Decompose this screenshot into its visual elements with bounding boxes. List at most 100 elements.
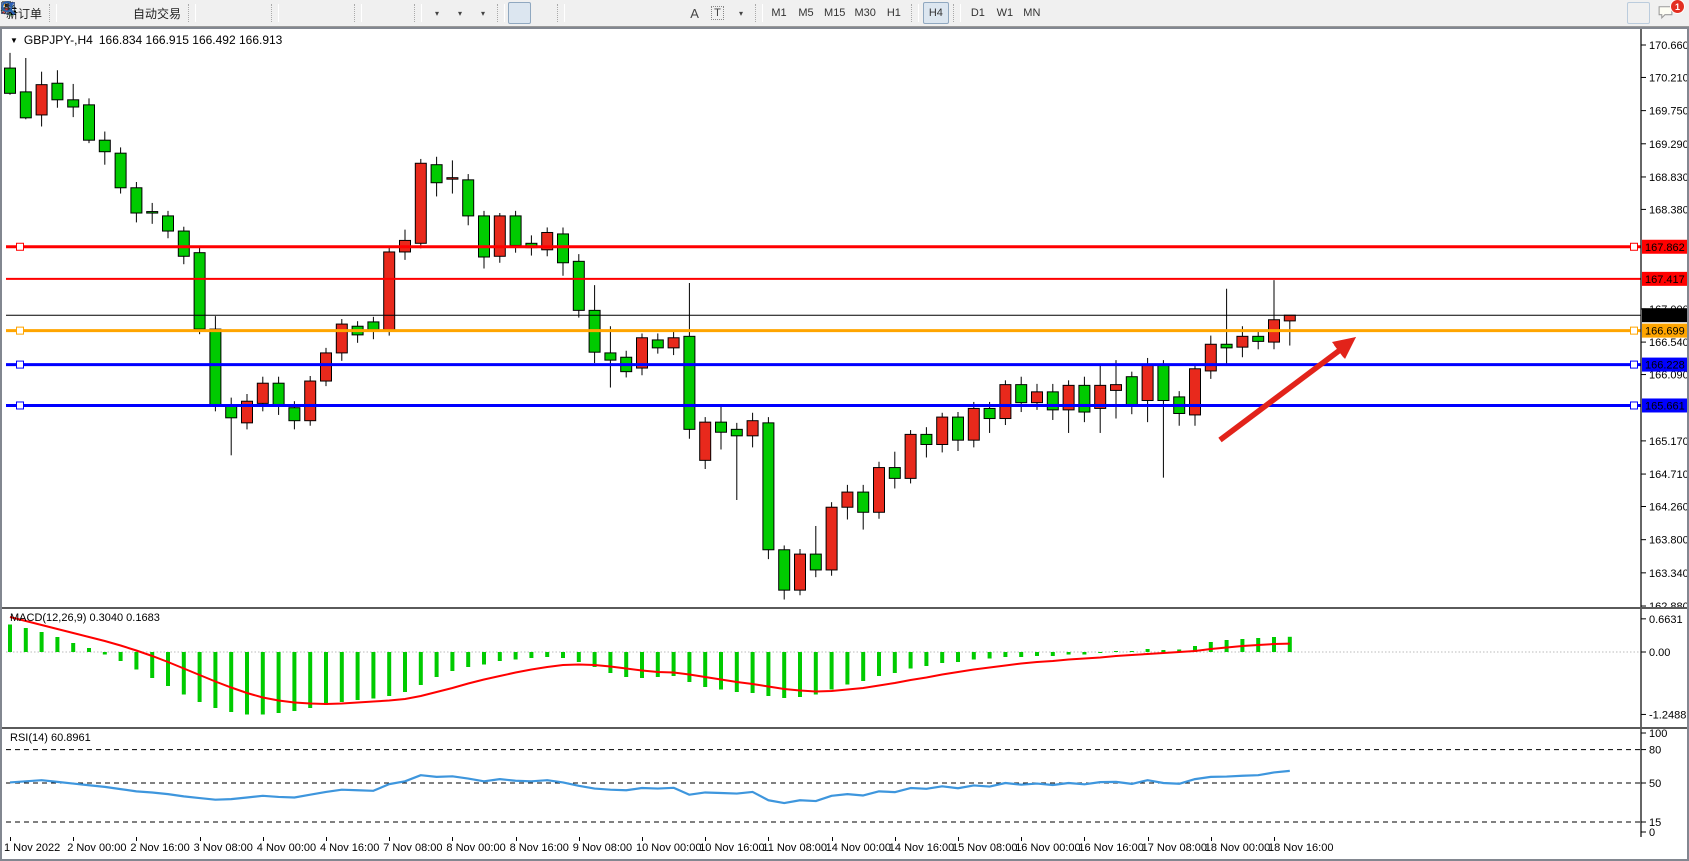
line-handle[interactable] bbox=[16, 401, 24, 410]
time-tick bbox=[1210, 837, 1212, 841]
price-chart-canvas[interactable]: 170.660 170.210 169.750 169.290 168.830 168.3… bbox=[2, 29, 1687, 607]
annotation-arrow[interactable] bbox=[1218, 337, 1356, 443]
indicators-button[interactable]: ▾ bbox=[1, 1, 448, 24]
tf-M30[interactable]: M30 bbox=[854, 7, 876, 19]
svg-text:166.699: 166.699 bbox=[1645, 326, 1685, 338]
candle bbox=[730, 422, 743, 501]
price-tick-label: 169.290 bbox=[1649, 139, 1687, 151]
candle bbox=[1125, 371, 1138, 415]
crosshair-tool-button[interactable] bbox=[1, 1, 554, 24]
macd-canvas[interactable]: 0.6631 0.00 -1.2488 bbox=[2, 609, 1687, 727]
line-handle[interactable] bbox=[1630, 326, 1638, 335]
zoom-out-button[interactable] bbox=[2, 1, 328, 24]
time-label: 14 Nov 00:00 bbox=[825, 842, 892, 854]
toolbar-separator bbox=[557, 4, 566, 22]
toolbar-separator bbox=[271, 4, 280, 22]
hline-support-1[interactable] bbox=[6, 360, 1641, 369]
panel-divider[interactable] bbox=[2, 727, 1687, 729]
time-label: 18 Nov 16:00 bbox=[1268, 842, 1334, 854]
channel-tool-button[interactable]: E bbox=[0, 1, 660, 24]
candle bbox=[746, 412, 759, 448]
collapse-triangle-icon[interactable]: ▼ bbox=[10, 35, 18, 45]
hline-support-2[interactable] bbox=[6, 401, 1641, 410]
macd-scale-label: 0.6631 bbox=[1649, 614, 1683, 626]
rsi-canvas[interactable]: 100 80 50 150 bbox=[2, 729, 1687, 837]
label-tool-icon: T bbox=[711, 6, 724, 20]
svg-text:166.228: 166.228 bbox=[1645, 360, 1685, 372]
candle bbox=[35, 71, 48, 127]
candle bbox=[130, 182, 143, 223]
hline-resistance-1[interactable] bbox=[6, 242, 1641, 251]
toolbar: 新订单 自动交易 ▾ ▾ ▾ E F A T ▾ M1M5M15M30H1H4D… bbox=[0, 0, 1689, 27]
candle bbox=[904, 430, 917, 484]
candle bbox=[967, 401, 980, 448]
rsi-panel[interactable]: 100 80 50 15 0 RSI(14) 60.8961 bbox=[2, 729, 1687, 837]
hline-pivot-orange[interactable] bbox=[6, 326, 1641, 335]
time-tick bbox=[73, 837, 75, 841]
candle bbox=[651, 333, 664, 354]
toolbar-separator bbox=[49, 4, 58, 22]
price-tick-label: 163.340 bbox=[1649, 568, 1687, 580]
label-tool-button[interactable]: T bbox=[706, 2, 729, 24]
candle bbox=[715, 405, 727, 450]
line-handle[interactable] bbox=[1630, 360, 1638, 369]
line-handle[interactable] bbox=[1630, 401, 1638, 410]
time-axis[interactable]: 1 Nov 2022 2 Nov 00:00 2 Nov 16:00 3 Nov 08… bbox=[2, 837, 1687, 859]
templates-button[interactable]: ▾ bbox=[1, 2, 494, 24]
auto-scroll-button[interactable] bbox=[2, 2, 388, 24]
time-label: 7 Nov 08:00 bbox=[383, 842, 443, 854]
candle bbox=[541, 227, 554, 257]
candle bbox=[320, 347, 332, 387]
tile-windows-button[interactable] bbox=[1, 2, 351, 24]
candle bbox=[920, 427, 933, 458]
line-handle[interactable] bbox=[1630, 242, 1638, 251]
price-panel[interactable]: 170.660 170.210 169.750 169.290 168.830 168.3… bbox=[2, 29, 1687, 607]
search-button[interactable] bbox=[1, 1, 1650, 24]
text-tool-button[interactable]: A bbox=[683, 2, 706, 24]
tf-H1[interactable]: H1 bbox=[886, 7, 901, 19]
macd-panel[interactable]: 0.6631 0.00 -1.2488 MACD(12,26,9) 0.3040 0… bbox=[2, 609, 1687, 727]
chat-button[interactable]: 1 bbox=[1656, 0, 1685, 24]
cursor-tool-button[interactable] bbox=[5, 1, 532, 24]
candlestick-chart-button[interactable] bbox=[2, 2, 245, 24]
arrows-tool-button[interactable]: ▾ bbox=[2, 2, 752, 24]
candle bbox=[19, 57, 32, 120]
signals-button[interactable] bbox=[5, 2, 129, 24]
fibonacci-tool-button[interactable]: F bbox=[2, 2, 683, 24]
periods-button[interactable]: ▾ bbox=[1, 1, 471, 24]
mql-editor-button[interactable] bbox=[1, 2, 83, 24]
vline-tool-button[interactable] bbox=[7, 2, 591, 24]
time-label: 2 Nov 16:00 bbox=[130, 842, 190, 854]
zoom-in-button[interactable] bbox=[2, 1, 305, 24]
autotrading-button[interactable]: 自动交易 bbox=[1, 1, 185, 24]
trendline-tool-button[interactable] bbox=[1, 1, 637, 24]
line-handle[interactable] bbox=[16, 360, 24, 369]
candle bbox=[636, 333, 648, 376]
tf-M5[interactable]: M5 bbox=[798, 7, 814, 19]
tf-M15[interactable]: M15 bbox=[824, 7, 846, 19]
candle bbox=[999, 380, 1012, 426]
tf-MN[interactable]: MN bbox=[1023, 7, 1041, 19]
tf-M1[interactable]: M1 bbox=[771, 7, 787, 19]
time-label: 2 Nov 00:00 bbox=[67, 842, 127, 854]
line-handle[interactable] bbox=[16, 242, 24, 251]
tf-H4[interactable]: H4 bbox=[922, 2, 949, 24]
price-tick-label: 162.880 bbox=[1649, 601, 1687, 607]
market-button[interactable] bbox=[1, 2, 106, 24]
line-chart-button[interactable] bbox=[1, 2, 268, 24]
line-handle[interactable] bbox=[16, 326, 24, 335]
tf-W1[interactable]: W1 bbox=[996, 7, 1014, 19]
bar-chart-button[interactable] bbox=[2, 2, 222, 24]
tf-D1[interactable]: D1 bbox=[970, 7, 985, 19]
time-label: 14 Nov 16:00 bbox=[888, 842, 955, 854]
candle bbox=[146, 202, 159, 224]
toolbar-separator bbox=[755, 4, 764, 22]
candle bbox=[114, 147, 127, 194]
price-line-label: 166.228 bbox=[1642, 357, 1687, 372]
price-axis[interactable]: 170.660 170.210 169.750 169.290 168.830 168.3… bbox=[1640, 29, 1687, 607]
chart-shift-button[interactable] bbox=[2, 2, 411, 24]
hline-tool-button[interactable] bbox=[2, 2, 614, 24]
dropdown-caret-icon: ▾ bbox=[458, 8, 463, 18]
price-tick-label: 168.380 bbox=[1649, 204, 1687, 216]
panel-divider[interactable] bbox=[2, 607, 1687, 609]
